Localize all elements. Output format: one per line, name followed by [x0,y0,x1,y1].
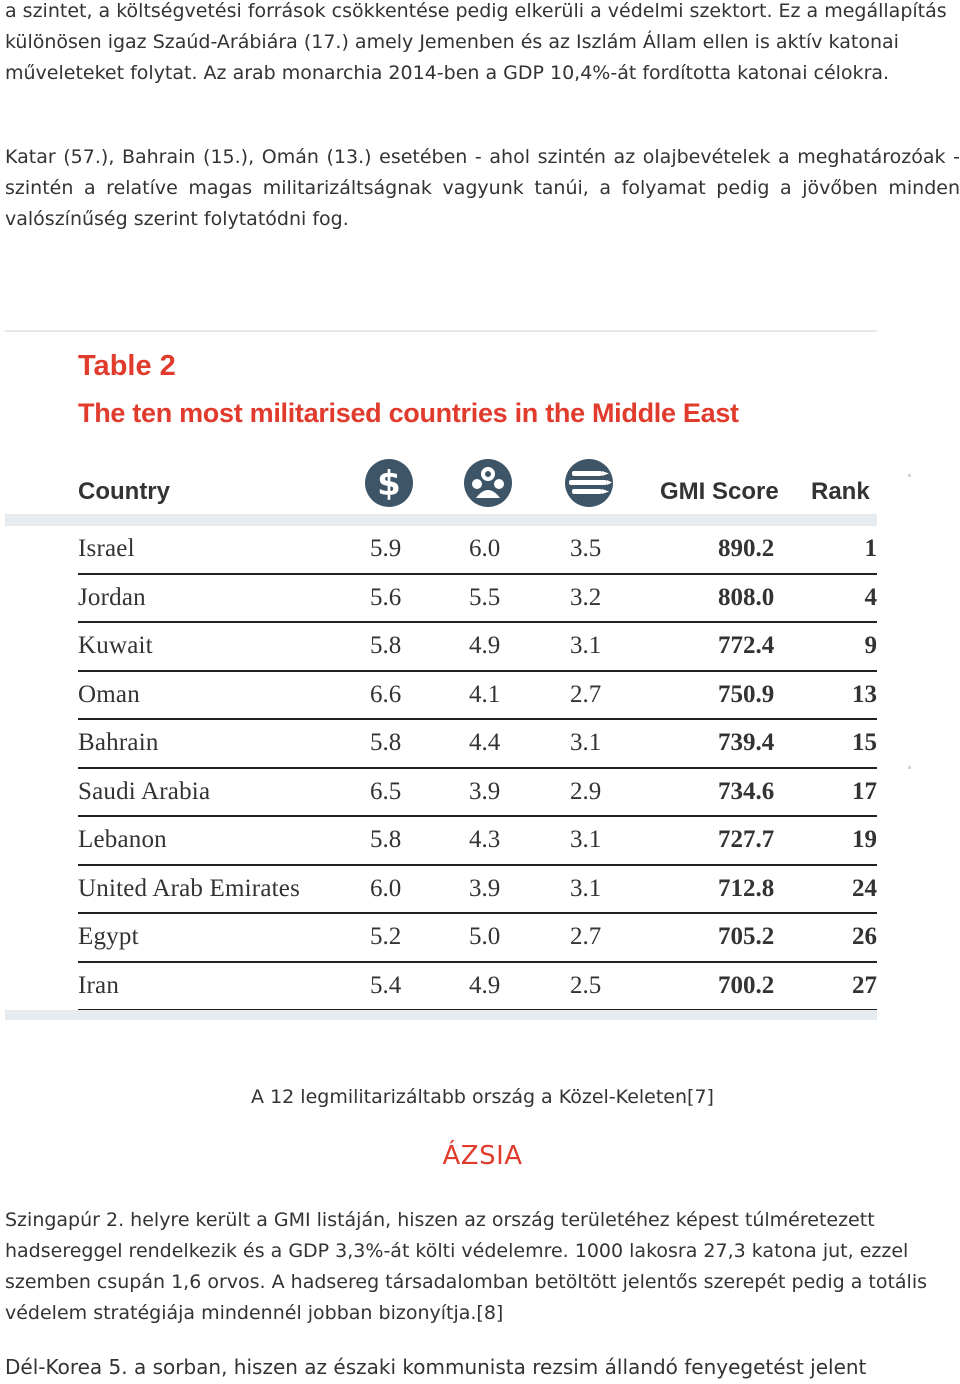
weapons-cell: 2.7 [570,923,602,950]
table-number-title: Table 2 [78,350,176,382]
weapons-cell: 2.9 [570,777,602,805]
footer-separator-band [5,1010,877,1020]
gmi-score-cell: 700.2 [718,971,775,999]
rank-cell: 19 [852,826,877,853]
table-subtitle: The ten most militarised countries in th… [78,398,739,428]
country-cell: Oman [78,680,140,708]
personnel-cell: 5.5 [469,583,501,611]
weapons-cell: 3.1 [570,632,602,659]
figure-caption: A 12 legmilitarizáltabb ország a Közel-K… [251,1086,714,1108]
personnel-cell: 4.1 [469,680,501,708]
weapons-cell: 3.2 [570,583,602,611]
weapons-icon [564,458,614,508]
country-cell: Israel [78,535,135,562]
weapons-cell: 2.5 [570,971,602,999]
people-icon [463,458,513,508]
rank-cell: 13 [852,680,877,708]
svg-text:$: $ [377,464,401,504]
weapons-cell: 3.1 [570,826,602,853]
personnel-cell: 4.9 [469,632,501,659]
country-cell: Egypt [78,923,139,950]
table-row: Iran 5.4 4.9 2.5 700.2 27 [78,963,877,1011]
rank-cell: 4 [864,583,878,611]
table-row: Kuwait 5.8 4.9 3.1 772.4 9 [78,623,877,672]
personnel-cell: 4.9 [469,971,501,999]
country-cell: Jordan [78,583,146,611]
expenditure-cell: 5.8 [370,632,402,659]
country-cell: Iran [78,971,120,999]
gmi-score-cell: 739.4 [718,729,775,756]
gmi-score-cell: 772.4 [718,632,775,659]
expenditure-cell: 5.8 [370,826,402,853]
country-cell: Saudi Arabia [78,777,211,805]
rank-cell: 9 [864,632,878,659]
table-row: Egypt 5.2 5.0 2.7 705.2 26 [78,914,877,963]
country-cell: Bahrain [78,729,159,756]
weapons-cell: 2.7 [570,680,602,708]
country-cell: Kuwait [78,632,153,659]
table-row: Saudi Arabia 6.5 3.9 2.9 734.6 17 [78,769,877,817]
country-cell: Lebanon [78,826,167,853]
table-row: Bahrain 5.8 4.4 3.1 739.4 15 [78,720,877,769]
personnel-cell: 5.0 [469,923,501,950]
paragraph-south-korea: Dél-Korea 5. a sorban, hiszen az északi … [5,1355,867,1379]
weapons-cell: 3.5 [570,535,602,562]
personnel-cell: 4.3 [469,826,501,853]
column-header-rank: Rank [811,478,870,505]
gmi-score-cell: 727.7 [718,826,775,853]
expenditure-cell: 5.4 [370,971,402,999]
decorative-dot [908,474,911,477]
column-header-country: Country [78,478,170,505]
expenditure-cell: 5.2 [370,923,402,950]
expenditure-cell: 5.6 [370,583,402,611]
expenditure-cell: 5.9 [370,535,402,562]
gmi-score-cell: 890.2 [718,535,775,562]
paragraph-saudi-arabia: a szintet, a költségvetési források csök… [5,0,947,84]
paragraph-singapore: Szingapúr 2. helyre került a GMI listájá… [5,1209,928,1324]
dollar-icon: $ [364,458,414,508]
paragraph-gulf-states: Katar (57.), Bahrain (15.), Omán (13.) e… [5,146,960,230]
gmi-score-cell: 712.8 [718,874,775,902]
gmi-score-cell: 734.6 [718,777,775,805]
decorative-dot [908,766,911,769]
gmi-score-cell: 750.9 [718,680,775,708]
column-header-gmi-score: GMI Score [660,478,779,505]
personnel-cell: 3.9 [469,777,501,805]
personnel-cell: 4.4 [469,729,501,756]
personnel-cell: 6.0 [469,535,501,562]
rank-cell: 17 [852,777,877,805]
rank-cell: 15 [852,729,877,756]
figure-top-border [5,330,877,332]
rank-cell: 1 [864,535,878,562]
weapons-cell: 3.1 [570,874,602,902]
table-row: Lebanon 5.8 4.3 3.1 727.7 19 [78,817,877,866]
expenditure-cell: 5.8 [370,729,402,756]
expenditure-cell: 6.6 [370,680,402,708]
rank-cell: 26 [852,923,877,950]
gmi-score-cell: 808.0 [718,583,775,611]
militarised-countries-table-image: Table 2 The ten most militarised countri… [5,330,877,1022]
expenditure-cell: 6.0 [370,874,402,902]
table-row: Jordan 5.6 5.5 3.2 808.0 4 [78,575,878,623]
header-separator-band [5,514,877,526]
weapons-cell: 3.1 [570,729,602,756]
table-row: Oman 6.6 4.1 2.7 750.9 13 [78,672,877,720]
expenditure-cell: 6.5 [370,777,402,805]
section-heading-asia: ÁZSIA [442,1141,523,1171]
table-row: Israel 5.9 6.0 3.5 890.2 1 [78,526,877,575]
table-row: United Arab Emirates 6.0 3.9 3.1 712.8 2… [78,866,877,914]
rank-cell: 24 [852,874,877,902]
country-cell: United Arab Emirates [78,874,300,902]
rank-cell: 27 [852,971,877,999]
personnel-cell: 3.9 [469,874,501,902]
gmi-score-cell: 705.2 [718,923,775,950]
table-body: Israel 5.9 6.0 3.5 890.2 1 Jordan 5.6 5.… [78,526,877,1011]
